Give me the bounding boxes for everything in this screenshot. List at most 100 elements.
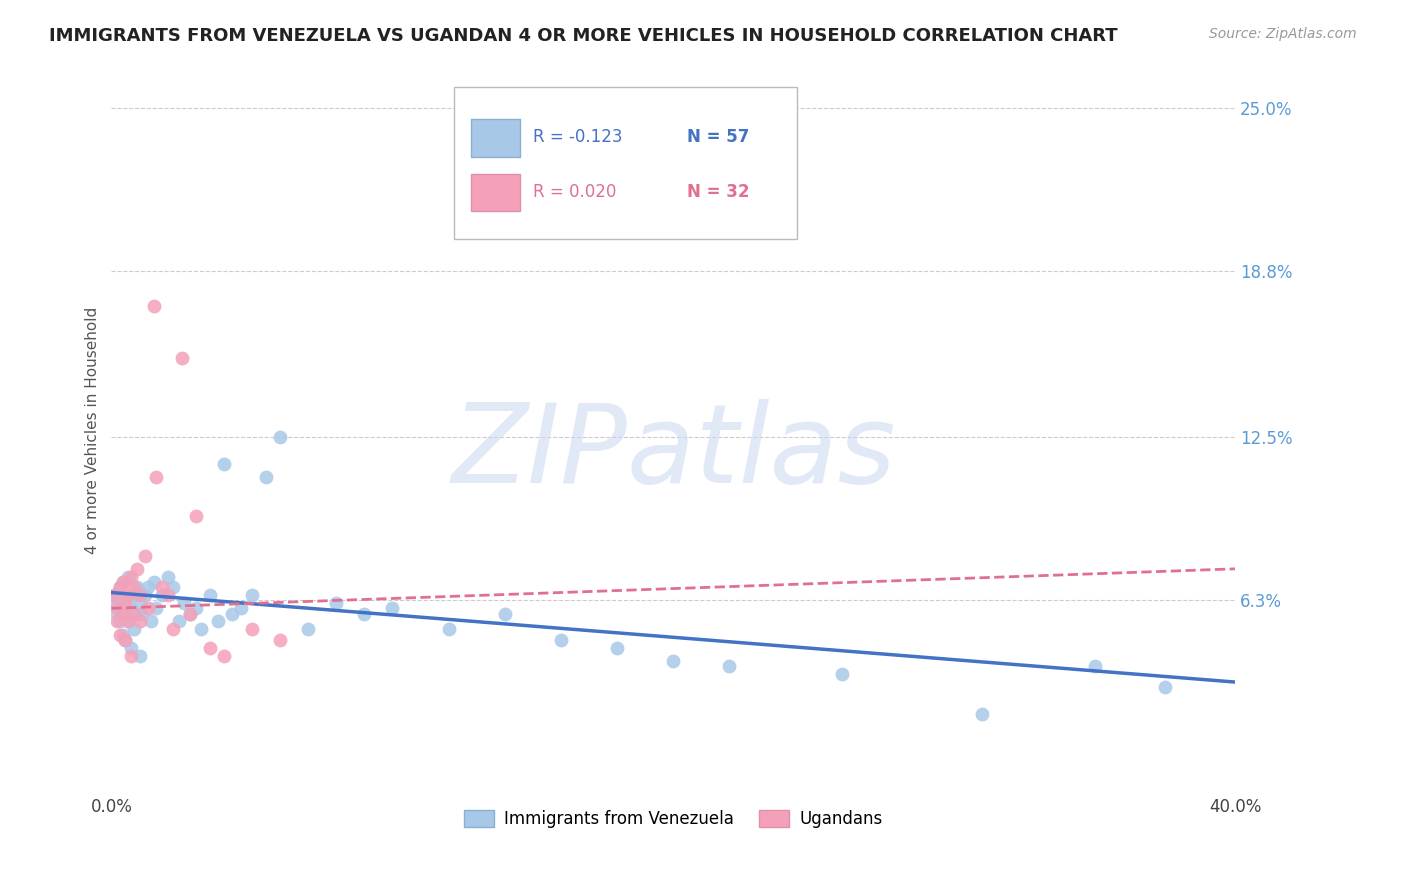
Point <box>269 430 291 444</box>
Point <box>170 351 193 366</box>
Point <box>108 580 131 594</box>
Point <box>117 570 139 584</box>
Point <box>184 601 207 615</box>
Point <box>125 607 148 621</box>
Text: ZIPatlas: ZIPatlas <box>451 399 896 506</box>
Point <box>1084 659 1107 673</box>
Point <box>229 601 252 615</box>
Point <box>240 588 263 602</box>
Point <box>221 607 243 621</box>
FancyBboxPatch shape <box>454 87 797 239</box>
Point <box>128 596 150 610</box>
Point <box>145 469 167 483</box>
Point <box>1153 681 1175 695</box>
Text: Source: ZipAtlas.com: Source: ZipAtlas.com <box>1209 27 1357 41</box>
Point <box>145 601 167 615</box>
Point <box>117 588 139 602</box>
Point <box>125 580 148 594</box>
Point <box>128 648 150 663</box>
Point <box>173 596 195 610</box>
Point <box>120 601 142 615</box>
Point <box>105 601 128 615</box>
Point <box>150 580 173 594</box>
Text: R = 0.020: R = 0.020 <box>533 183 616 201</box>
Point <box>139 615 162 629</box>
Point <box>103 588 125 602</box>
Point <box>105 596 128 610</box>
Point <box>136 601 159 615</box>
Point <box>122 607 145 621</box>
Point <box>125 562 148 576</box>
Point <box>353 607 375 621</box>
Point <box>150 588 173 602</box>
Point <box>972 706 994 721</box>
Point <box>381 601 404 615</box>
Point <box>162 580 184 594</box>
Point <box>718 659 741 673</box>
Point <box>120 640 142 655</box>
Point <box>198 588 221 602</box>
Point <box>831 667 853 681</box>
Point <box>111 607 134 621</box>
Point <box>117 615 139 629</box>
Point <box>122 588 145 602</box>
Text: N = 32: N = 32 <box>686 183 749 201</box>
Text: IMMIGRANTS FROM VENEZUELA VS UGANDAN 4 OR MORE VEHICLES IN HOUSEHOLD CORRELATION: IMMIGRANTS FROM VENEZUELA VS UGANDAN 4 O… <box>49 27 1118 45</box>
Point <box>212 648 235 663</box>
Point <box>105 607 128 621</box>
Point <box>134 588 156 602</box>
Point <box>114 596 136 610</box>
Point <box>179 607 201 621</box>
Point <box>325 596 347 610</box>
Point <box>128 588 150 602</box>
Point <box>662 654 685 668</box>
Point <box>111 574 134 589</box>
Point <box>179 607 201 621</box>
Point <box>156 570 179 584</box>
Point <box>494 607 516 621</box>
Point <box>254 469 277 483</box>
Point <box>117 615 139 629</box>
Point <box>240 623 263 637</box>
Text: N = 57: N = 57 <box>686 128 749 146</box>
Point <box>297 623 319 637</box>
Point <box>142 574 165 589</box>
Point <box>111 574 134 589</box>
Point <box>122 623 145 637</box>
Point <box>162 623 184 637</box>
Point <box>114 632 136 647</box>
Point <box>128 615 150 629</box>
Point <box>103 588 125 602</box>
Point <box>184 509 207 524</box>
Point <box>111 628 134 642</box>
Point <box>212 457 235 471</box>
Point <box>131 607 153 621</box>
Legend: Immigrants from Venezuela, Ugandans: Immigrants from Venezuela, Ugandans <box>457 804 889 835</box>
Point <box>108 628 131 642</box>
Point <box>142 298 165 312</box>
Point <box>207 615 229 629</box>
Point <box>111 601 134 615</box>
Point <box>269 632 291 647</box>
Point <box>550 632 572 647</box>
Point <box>105 615 128 629</box>
Point <box>122 580 145 594</box>
Point <box>437 623 460 637</box>
Point <box>114 607 136 621</box>
Point <box>198 640 221 655</box>
Text: R = -0.123: R = -0.123 <box>533 128 623 146</box>
FancyBboxPatch shape <box>471 120 520 157</box>
Point <box>190 623 212 637</box>
Point <box>167 615 190 629</box>
Point <box>156 588 179 602</box>
Point <box>120 570 142 584</box>
FancyBboxPatch shape <box>471 174 520 211</box>
Point <box>136 580 159 594</box>
Point <box>114 588 136 602</box>
Point <box>606 640 628 655</box>
Point <box>120 648 142 663</box>
Point <box>108 580 131 594</box>
Point <box>134 549 156 563</box>
Point <box>108 615 131 629</box>
Y-axis label: 4 or more Vehicles in Household: 4 or more Vehicles in Household <box>86 307 100 554</box>
